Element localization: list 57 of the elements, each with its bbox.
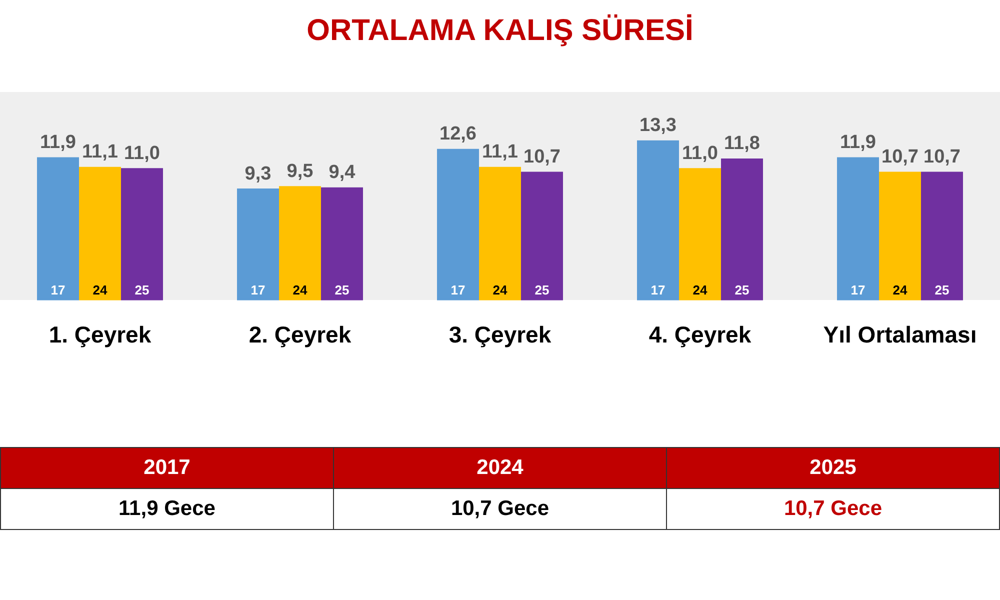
text: 17 [250,282,266,298]
chart-title: ORTALAMA KALIŞ SÜRESİ [306,14,694,48]
data-label: 11,0 [682,142,718,164]
bar [879,172,921,300]
bar [837,157,879,300]
text: 2017 [0,448,334,488]
data-label: 10,7 [882,146,918,168]
bar [37,157,79,300]
data-label: 9,5 [286,160,314,182]
text: 24 [892,282,908,298]
bar [279,186,321,300]
bar [479,166,521,300]
data-label: 9,3 [244,163,272,184]
text: 24 [692,282,708,298]
bar [237,188,279,300]
bar [437,148,479,300]
data-label: 11,8 [724,133,760,154]
series-label: 17 [50,282,66,298]
text: 10,7 Gece [334,488,666,530]
x-tick-label: 3. Çeyrek [448,322,552,348]
data-label: 10,7 [524,146,560,168]
bar [321,187,363,300]
text: 2024 [334,448,666,488]
series-label: 24 [92,282,108,298]
bar [679,168,721,300]
text: 2025 [666,448,1000,488]
text: 25 [534,282,550,298]
data-label: 11,0 [124,142,160,164]
data-label: 13,3 [640,115,676,136]
text: 24 [292,282,308,298]
bar [637,140,679,300]
data-label: 11,1 [82,142,118,163]
text: 25 [334,282,350,298]
text: 10,7 Gece [666,488,1000,530]
x-tick-label: 1. Çeyrek [48,322,152,348]
data-label: 9,4 [328,162,356,184]
data-label: 11,9 [40,132,76,153]
data-label: 11,1 [482,142,518,163]
x-tick-label: Yıl Ortalaması [823,322,977,348]
bar [121,168,163,300]
text: 17 [650,282,666,298]
series-label: 25 [134,282,150,298]
text: 11,9 Gece [0,488,334,530]
data-label: 12,6 [440,124,476,145]
text: 25 [734,282,750,298]
bar [79,166,121,300]
bar [721,158,763,300]
bar [521,172,563,300]
text: 25 [934,282,950,298]
x-tick-label: 2. Çeyrek [248,322,352,348]
data-label: 11,9 [840,132,876,153]
data-label: 10,7 [924,146,960,168]
text: 17 [450,282,466,298]
text: 17 [850,282,866,298]
bar [921,172,963,300]
text: 24 [492,282,508,298]
x-tick-label: 4. Çeyrek [648,322,752,348]
